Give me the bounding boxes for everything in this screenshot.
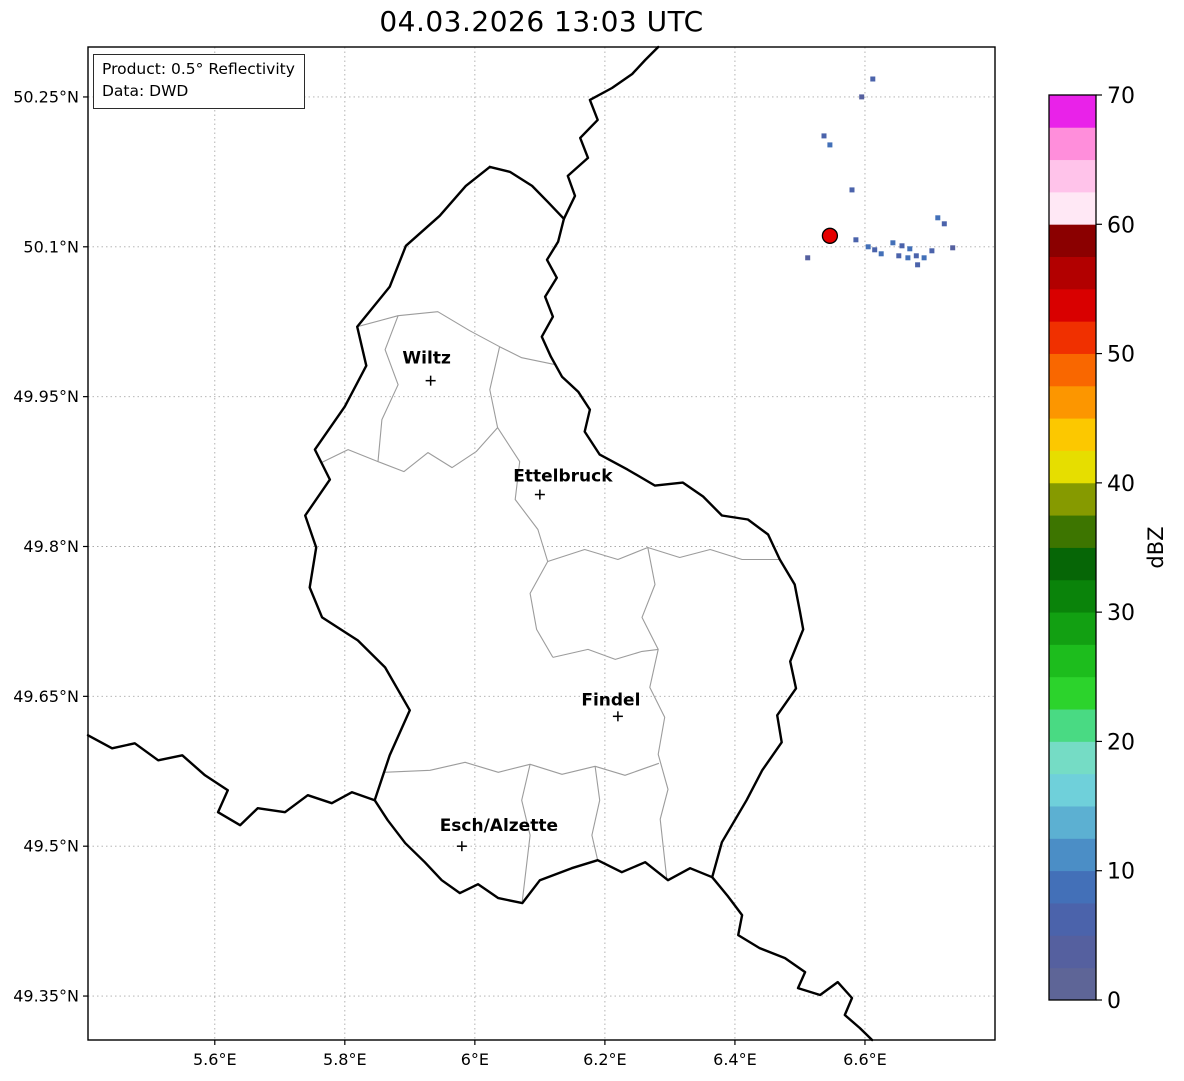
radar-site-marker [821,227,839,244]
colorbar-segment [1049,935,1096,969]
radar-echo-pixel [935,215,941,221]
y-tick-label: 50.1°N [23,237,79,256]
colorbar-unit-label: dBZ [1144,526,1168,568]
district-border [489,346,554,658]
district-border [552,648,659,660]
y-tick-label: 49.35°N [13,987,79,1006]
colorbar-segment [1049,838,1096,872]
colorbar-tick-label: 70 [1107,84,1135,109]
colorbar-frame [1048,94,1097,1001]
radar-echo-pixel [865,244,871,250]
colorbar-segment [1049,644,1096,678]
x-tick-label: 6°E [461,1050,489,1069]
radar-echo-pixel [870,76,876,82]
radar-echo-pixel [872,247,878,253]
colorbar-segment [1049,741,1096,775]
radar-echo-pixel [929,248,935,254]
x-tick-label: 5.6°E [193,1050,237,1069]
colorbar-segment [1049,547,1096,581]
radar-echo-pixel [878,251,884,257]
colorbar-segment [1049,515,1096,548]
district-border [383,761,660,776]
district-border [321,427,499,473]
colorbar-segment [1049,224,1096,258]
colorbar-segment [1049,967,1096,1001]
radar-echo-pixel [921,255,927,261]
colorbar-segment [1049,127,1096,161]
y-tick-label: 49.5°N [23,837,79,856]
radar-echo-pixel [913,253,919,259]
colorbar-segment [1049,870,1096,904]
city-label: Findel [581,690,640,710]
product-label: Product: 0.5° Reflectivity [102,60,295,78]
radar-echo-pixel [896,253,902,259]
colorbar-segment [1049,418,1096,451]
district-border [521,764,531,902]
district-border [377,315,399,462]
plot-frame [87,46,996,1041]
radar-echo-pixel [827,142,833,148]
y-tick-label: 49.65°N [13,687,79,706]
colorbar-segment [1049,676,1096,710]
colorbar-segment [1049,450,1096,484]
radar-echo-pixel [915,262,921,268]
radar-echo-pixel [849,187,855,193]
radar-echo-pixel [890,240,896,246]
radar-echo-pixel [899,243,905,249]
x-tick-label: 5.8°E [323,1050,367,1069]
radar-echo-pixel [859,94,865,100]
colorbar-tick-label: 60 [1107,213,1135,238]
city-label: Wiltz [402,349,451,369]
colorbar-tick-label: 50 [1107,343,1135,368]
x-tick-label: 6.4°E [713,1050,757,1069]
radar-echo-pixel [941,221,947,227]
country-border [562,45,660,220]
x-tick-label: 6.2°E [583,1050,627,1069]
x-tick-label: 6.6°E [843,1050,887,1069]
city-label: Esch/Alzette [440,816,558,836]
radar-echo-pixel [950,245,956,251]
radar-echo-pixel [805,255,811,261]
country-border [711,876,874,1042]
colorbar-tick-label: 20 [1107,730,1135,755]
plot-title: 04.03.2026 13:03 UTC [379,5,704,38]
colorbar-segment [1049,579,1096,613]
colorbar-segment [1049,482,1096,516]
colorbar-segment [1049,95,1096,128]
y-tick-label: 49.8°N [23,537,79,556]
colorbar-segment [1049,159,1096,193]
district-border [641,547,669,879]
district-border [591,766,601,861]
colorbar-tick-label: 40 [1107,472,1135,497]
colorbar-segment [1049,709,1096,742]
country-border [86,734,376,827]
y-tick-label: 49.95°N [13,387,79,406]
radar-echo-pixel [907,246,913,252]
colorbar-segment [1049,321,1096,354]
y-tick-label: 50.25°N [13,87,79,106]
colorbar-segment [1049,773,1096,807]
city-label: Ettelbruck [513,467,613,487]
data-source-label: Data: DWD [102,82,189,101]
colorbar-tick-label: 30 [1107,601,1135,626]
colorbar-tick-label: 0 [1107,989,1121,1014]
product-info-box: Product: 0.5° Reflectivity Data: DWD [93,54,305,109]
radar-echo-pixel [853,237,859,243]
colorbar-segment [1049,256,1096,290]
colorbar-segment [1049,353,1096,387]
colorbar-segment [1049,806,1096,839]
radar-echo-pixel [905,255,911,261]
colorbar-segment [1049,288,1096,322]
colorbar-tick-label: 10 [1107,860,1135,885]
radar-echo-pixel [821,133,827,139]
district-border [357,311,556,366]
country-border [304,165,805,905]
colorbar-segment [1049,903,1096,936]
colorbar-segment [1049,612,1096,645]
district-border [547,546,780,563]
colorbar-segment [1049,191,1096,225]
colorbar-segment [1049,385,1096,419]
